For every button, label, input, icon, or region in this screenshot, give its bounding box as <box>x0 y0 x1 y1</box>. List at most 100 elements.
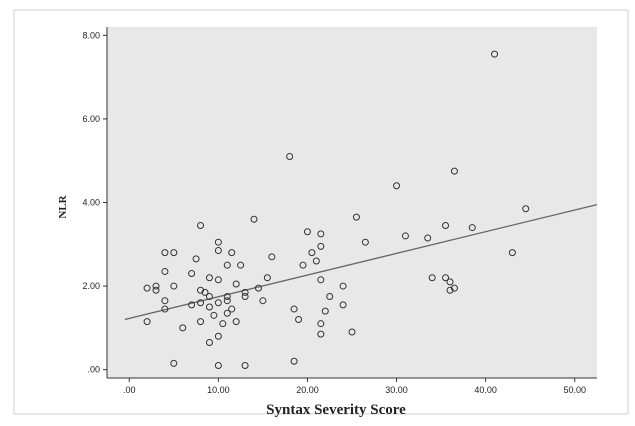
x-tick-label: 30.00 <box>385 385 408 395</box>
data-point <box>197 221 205 229</box>
data-point <box>348 328 356 336</box>
data-point <box>214 299 222 307</box>
y-tick-label: 2.00 <box>82 281 100 291</box>
data-point <box>263 274 271 282</box>
data-point <box>223 293 231 301</box>
data-point <box>491 50 499 58</box>
data-point <box>522 205 530 213</box>
data-point <box>308 249 316 257</box>
data-point <box>161 305 169 313</box>
data-point <box>259 297 267 305</box>
data-point <box>303 228 311 236</box>
data-point <box>317 242 325 250</box>
data-point <box>197 299 205 307</box>
data-point <box>197 286 205 294</box>
data-point <box>223 309 231 317</box>
data-point <box>250 215 258 223</box>
data-point <box>450 167 458 175</box>
data-point <box>446 278 454 286</box>
data-point <box>143 318 151 326</box>
data-point <box>188 270 196 278</box>
data-point <box>450 284 458 292</box>
data-point <box>393 182 401 190</box>
x-tick-label: 20.00 <box>296 385 319 395</box>
data-point <box>143 284 151 292</box>
data-point <box>219 320 227 328</box>
y-axis-title: NLR <box>57 194 69 218</box>
data-point <box>223 261 231 269</box>
data-point <box>192 255 200 263</box>
x-tick-label: 50.00 <box>563 385 586 395</box>
data-point <box>241 293 249 301</box>
data-point <box>428 274 436 282</box>
data-point <box>214 247 222 255</box>
data-point <box>232 318 240 326</box>
data-point <box>317 276 325 284</box>
data-point <box>228 249 236 257</box>
x-tick-label: 40.00 <box>474 385 497 395</box>
y-axis-ticks: .00 2.00 4.00 6.00 8.00 <box>82 30 107 375</box>
data-point <box>321 307 329 315</box>
data-point <box>201 288 209 296</box>
x-tick-label: .00 <box>123 385 136 395</box>
data-point <box>508 249 516 257</box>
data-point <box>170 359 178 367</box>
data-point <box>205 338 213 346</box>
data-point <box>210 311 218 319</box>
data-point <box>317 230 325 238</box>
data-point <box>197 318 205 326</box>
plot-area <box>107 27 597 378</box>
data-point <box>317 320 325 328</box>
y-tick-label: 6.00 <box>82 114 100 124</box>
data-point <box>286 153 294 161</box>
data-point <box>352 213 360 221</box>
fit-line <box>124 203 598 321</box>
data-point <box>446 286 454 294</box>
y-tick-label: .00 <box>87 365 100 375</box>
x-axis-title: Syntax Severity Score <box>266 402 406 418</box>
data-point <box>326 293 334 301</box>
data-point <box>179 324 187 332</box>
data-point <box>254 284 262 292</box>
data-point <box>205 303 213 311</box>
data-point <box>241 361 249 369</box>
data-point <box>228 305 236 313</box>
data-point <box>161 297 169 305</box>
data-point <box>205 293 213 301</box>
data-point <box>468 224 476 232</box>
data-point <box>442 274 450 282</box>
data-point <box>290 357 298 365</box>
data-point <box>232 280 240 288</box>
chart-border <box>13 9 629 415</box>
data-point <box>299 261 307 269</box>
y-tick-label: 4.00 <box>82 198 100 208</box>
data-point <box>339 301 347 309</box>
data-point <box>401 232 409 240</box>
data-point <box>170 282 178 290</box>
data-point <box>152 286 160 294</box>
data-point <box>237 261 245 269</box>
data-point <box>152 282 160 290</box>
data-point <box>214 361 222 369</box>
data-point <box>295 316 303 323</box>
x-axis-ticks: .00 10.00 20.00 30.00 40.00 50.00 <box>123 378 586 395</box>
data-point <box>170 249 178 257</box>
data-point <box>268 253 276 261</box>
data-point <box>214 332 222 340</box>
data-point <box>214 276 222 284</box>
data-point <box>424 234 432 242</box>
data-point <box>312 257 320 265</box>
data-point <box>161 267 169 275</box>
data-point <box>442 221 450 229</box>
x-tick-label: 10.00 <box>207 385 230 395</box>
data-point <box>361 238 369 246</box>
data-point <box>290 305 298 313</box>
data-point <box>223 297 231 305</box>
data-point <box>205 274 213 282</box>
y-tick-label: 8.00 <box>82 30 100 40</box>
data-point <box>317 330 325 338</box>
data-point <box>161 249 169 257</box>
data-point <box>214 238 222 246</box>
data-point <box>339 282 347 290</box>
